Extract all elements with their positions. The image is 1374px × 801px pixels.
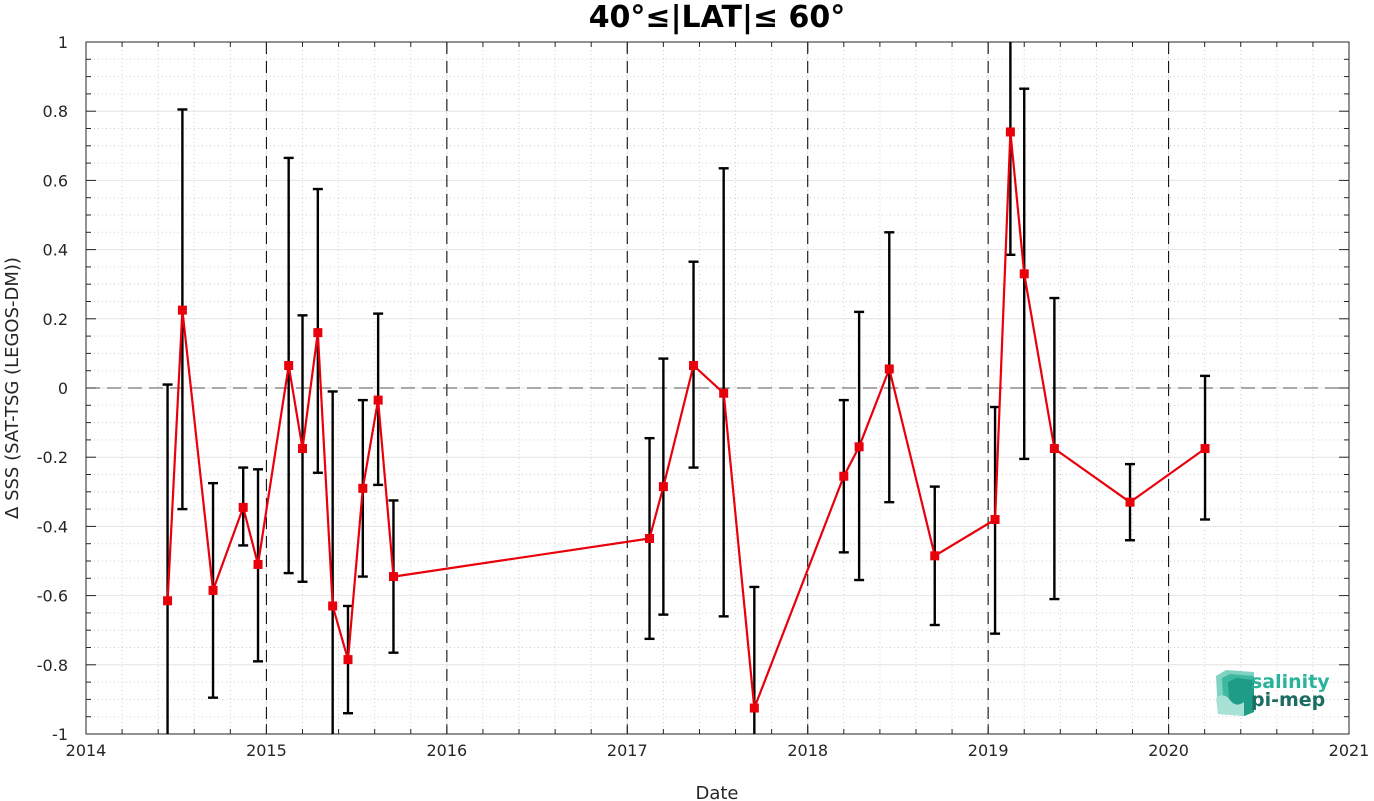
data-point [990, 514, 1000, 524]
data-point [253, 559, 263, 569]
data-point [358, 483, 368, 493]
x-tick-label: 2019 [968, 741, 1009, 760]
x-tick-label: 2014 [66, 741, 107, 760]
series-line [166, 130, 1206, 710]
data-point [1019, 269, 1029, 279]
data-point [388, 572, 398, 582]
error-bar [162, 383, 173, 734]
data-point [313, 328, 323, 338]
y-tick-label: -0.6 [37, 587, 68, 606]
data-point [298, 444, 308, 454]
data-point [658, 482, 668, 492]
data-point [1200, 444, 1210, 454]
data-point [1049, 444, 1059, 454]
series-polyline [166, 130, 1206, 710]
logo-text-pimep: pi-mep [1251, 689, 1325, 711]
data-point [208, 585, 218, 595]
data-point [645, 534, 655, 544]
axes [85, 41, 1350, 735]
x-axis-label: Date [695, 783, 738, 801]
data-point [177, 305, 187, 315]
y-tick-label: 0.8 [43, 102, 68, 121]
y-tick-label: -0.4 [37, 517, 68, 536]
data-points [163, 127, 1210, 713]
chart-title: 40°≤|LAT|≤ 60° [589, 0, 846, 35]
data-point [163, 596, 173, 606]
data-point [854, 442, 864, 452]
data-point [328, 601, 338, 611]
data-point [930, 551, 940, 561]
x-tick-label: 2015 [246, 741, 287, 760]
data-point [884, 364, 894, 374]
y-tick-label: -0.2 [37, 448, 68, 467]
data-point [719, 388, 729, 398]
data-point [373, 395, 383, 405]
data-point [238, 502, 248, 512]
y-tick-label: -0.8 [37, 656, 68, 675]
data-point [839, 471, 849, 481]
logo-text-salinity: salinity [1251, 671, 1330, 693]
data-point [1005, 127, 1015, 137]
data-point [1125, 497, 1135, 507]
data-point [284, 361, 294, 371]
data-point [689, 361, 699, 371]
y-tick-label: 0.2 [43, 310, 68, 329]
x-tick-label: 2017 [607, 741, 648, 760]
error-bar [327, 390, 338, 734]
y-tick-label: 0.4 [43, 241, 68, 260]
x-tick-label: 2018 [787, 741, 828, 760]
data-point [749, 703, 759, 713]
y-tick-label: 0.6 [43, 171, 68, 190]
y-tick-label: 0 [58, 379, 68, 398]
wave-logo-icon [1216, 670, 1254, 716]
salinity-pimep-logo: salinity pi-mep [1216, 670, 1330, 716]
tick-labels: 2014 2015 2016 2017 2018 2019 2020 2021 -1 -0.8 -0… [37, 33, 1370, 760]
x-tick-label: 2020 [1148, 741, 1189, 760]
y-axis-label: Δ SSS (SAT-TSG (LEGOS-DM)) [2, 257, 23, 519]
data-point [343, 655, 353, 665]
x-tick-label: 2016 [426, 741, 467, 760]
y-tick-label: 1 [58, 33, 68, 52]
x-tick-label: 2021 [1329, 741, 1370, 760]
y-tick-label: -1 [52, 725, 68, 744]
